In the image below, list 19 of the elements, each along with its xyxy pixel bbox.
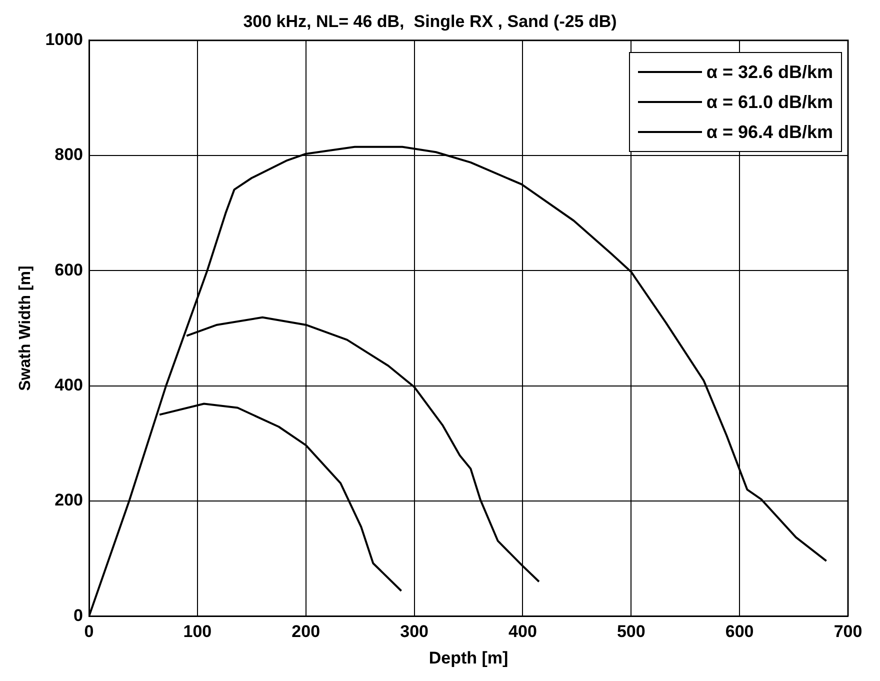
y-tick-label: 200 [54, 490, 84, 510]
x-tick-label: 600 [725, 622, 754, 642]
y-tick-label: 1000 [45, 30, 84, 50]
x-tick-label: 700 [834, 622, 862, 642]
legend-label: α = 96.4 dB/km [706, 122, 833, 142]
x-tick-label: 300 [400, 622, 428, 642]
x-tick-label: 200 [292, 622, 320, 642]
x-axis-title: Depth [m] [428, 648, 508, 668]
y-tick-label: 0 [74, 606, 84, 625]
x-tick-label: 400 [508, 622, 537, 642]
x-tick-label: 100 [183, 622, 212, 642]
legend-label: α = 61.0 dB/km [706, 92, 833, 112]
legend-label: α = 32.6 dB/km [706, 62, 833, 82]
y-axis-title: Swath Width [m] [17, 266, 34, 391]
x-tick-label: 500 [616, 622, 646, 642]
y-tick-label: 400 [54, 376, 84, 395]
y-tick-label: 800 [54, 145, 84, 164]
chart-title: 300 kHz, NL= 46 dB, Single RX , Sand (-25 dB) [243, 12, 617, 31]
y-tick-label: 600 [54, 260, 84, 280]
